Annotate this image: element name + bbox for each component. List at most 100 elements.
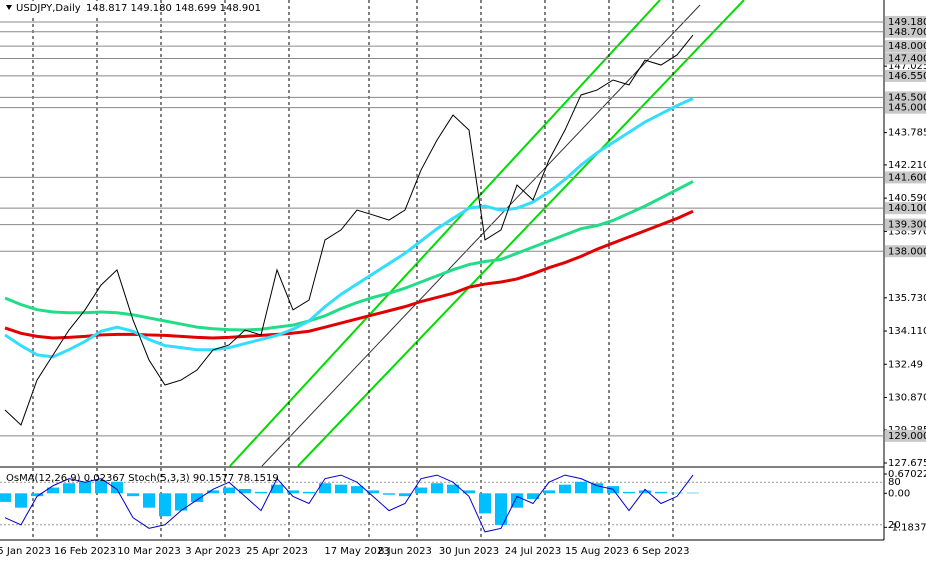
level-label: 147.400	[888, 53, 926, 64]
level-label: 140.100	[888, 203, 926, 214]
level-label-box	[885, 15, 926, 28]
osma-bar	[0, 493, 11, 502]
osma-bar	[319, 483, 331, 494]
osma-bar	[543, 490, 555, 494]
header-box	[2, 1, 114, 15]
x-tick-label: 25 Jan 2023	[0, 546, 51, 557]
osma-bar	[127, 493, 139, 497]
price-line	[4, 34, 694, 426]
osma-bar	[463, 490, 475, 494]
osma-bar	[447, 484, 459, 494]
osma-bar	[623, 491, 635, 494]
x-tick-label: 15 Aug 2023	[565, 546, 629, 557]
y-tick-label: 140.590	[888, 193, 926, 204]
y-tick-label: 138.970	[888, 226, 926, 237]
osma-bar	[15, 493, 27, 508]
osma-bar	[383, 493, 395, 495]
osma-bar	[239, 488, 251, 494]
level-label: 145.500	[888, 92, 926, 103]
y-tick-label: 0.67022	[888, 469, 926, 480]
level-label-box	[885, 245, 926, 258]
menu-icon	[6, 5, 12, 10]
y2-tick-label: 80	[888, 477, 901, 488]
y-tick-label: 127.675	[888, 458, 926, 469]
osma-bar	[207, 490, 219, 494]
y-tick-label: 147.025	[888, 61, 926, 72]
osma-bar	[415, 487, 427, 494]
stochastic-line	[4, 474, 694, 533]
osma-bar	[527, 493, 539, 500]
x-tick-label: 30 Jun 2023	[439, 546, 499, 557]
level-label-box	[885, 25, 926, 38]
y2-tick-label: 20	[888, 520, 901, 531]
osma-bar	[559, 484, 571, 494]
osma-bar	[223, 487, 235, 494]
osma-bar	[95, 480, 107, 494]
osma-bar	[591, 483, 603, 494]
level-label: 129.000	[888, 431, 926, 442]
level-label-box	[885, 52, 926, 65]
osma-bar	[111, 481, 123, 494]
level-label-box	[885, 69, 926, 82]
osma-bar	[31, 493, 43, 497]
osma-bar	[495, 493, 507, 525]
x-tick-label: 17 May 2023	[324, 546, 389, 557]
symbol: USDJPY,Daily	[16, 3, 81, 14]
level-label-box	[885, 171, 926, 184]
osma-bar	[271, 484, 283, 494]
oscillator-title: OsMA(12,26,9) 0.02367 Stoch(5,3,3) 90.15…	[6, 473, 279, 484]
level-label: 148.700	[888, 27, 926, 38]
osma-bar	[47, 487, 59, 494]
y-tick-label: 132.49	[888, 359, 923, 370]
osma-bar	[79, 481, 91, 494]
osma-bar	[511, 493, 523, 508]
x-tick-label: 25 Apr 2023	[246, 546, 308, 557]
x-tick-label: 24 Jul 2023	[505, 546, 562, 557]
level-label-box	[885, 218, 926, 231]
y-tick-label: 0.00	[888, 488, 910, 499]
channel-line	[229, 0, 661, 467]
y-tick-label: 143.785	[888, 128, 926, 139]
level-label: 139.300	[888, 220, 926, 231]
y-tick-label: 135.730	[888, 293, 926, 304]
osma-bar	[431, 483, 443, 494]
y-tick-label: 134.110	[888, 326, 926, 337]
level-label: 141.600	[888, 172, 926, 183]
level-label-box	[885, 101, 926, 114]
channel	[229, 0, 745, 467]
osma-bar	[303, 491, 315, 494]
x-tick-label: 8 Jun 2023	[378, 546, 432, 557]
level-label: 149.180	[888, 17, 926, 28]
osma-bar	[367, 490, 379, 494]
moving-average	[4, 97, 694, 359]
level-label-box	[885, 91, 926, 104]
level-label-box	[885, 429, 926, 442]
osma-bar	[175, 493, 187, 511]
level-label-box	[885, 40, 926, 53]
osma-bar	[351, 486, 363, 494]
osma-bar	[335, 484, 347, 494]
osma-bar	[655, 491, 667, 494]
level-label: 138.000	[888, 246, 926, 257]
osma-bar	[671, 492, 683, 494]
channel-line	[297, 0, 745, 467]
osma-bar	[687, 492, 699, 494]
osma-bar	[191, 493, 203, 502]
x-tick-label: 3 Apr 2023	[185, 546, 240, 557]
level-label-box	[885, 202, 926, 215]
moving-average	[4, 180, 694, 332]
osma-bar	[143, 493, 155, 508]
x-tick-label: 10 Mar 2023	[117, 546, 180, 557]
x-tick-label: 6 Sep 2023	[632, 546, 689, 557]
osma-bar	[159, 493, 171, 517]
level-label: 146.550	[888, 71, 926, 82]
y-tick-label: -1.18377	[888, 522, 926, 533]
osma-bar	[639, 490, 651, 494]
moving-average	[4, 209, 694, 340]
x-tick-label: 16 Feb 2023	[54, 546, 116, 557]
osma-bar	[575, 481, 587, 494]
y-tick-label: 142.210	[888, 160, 926, 171]
